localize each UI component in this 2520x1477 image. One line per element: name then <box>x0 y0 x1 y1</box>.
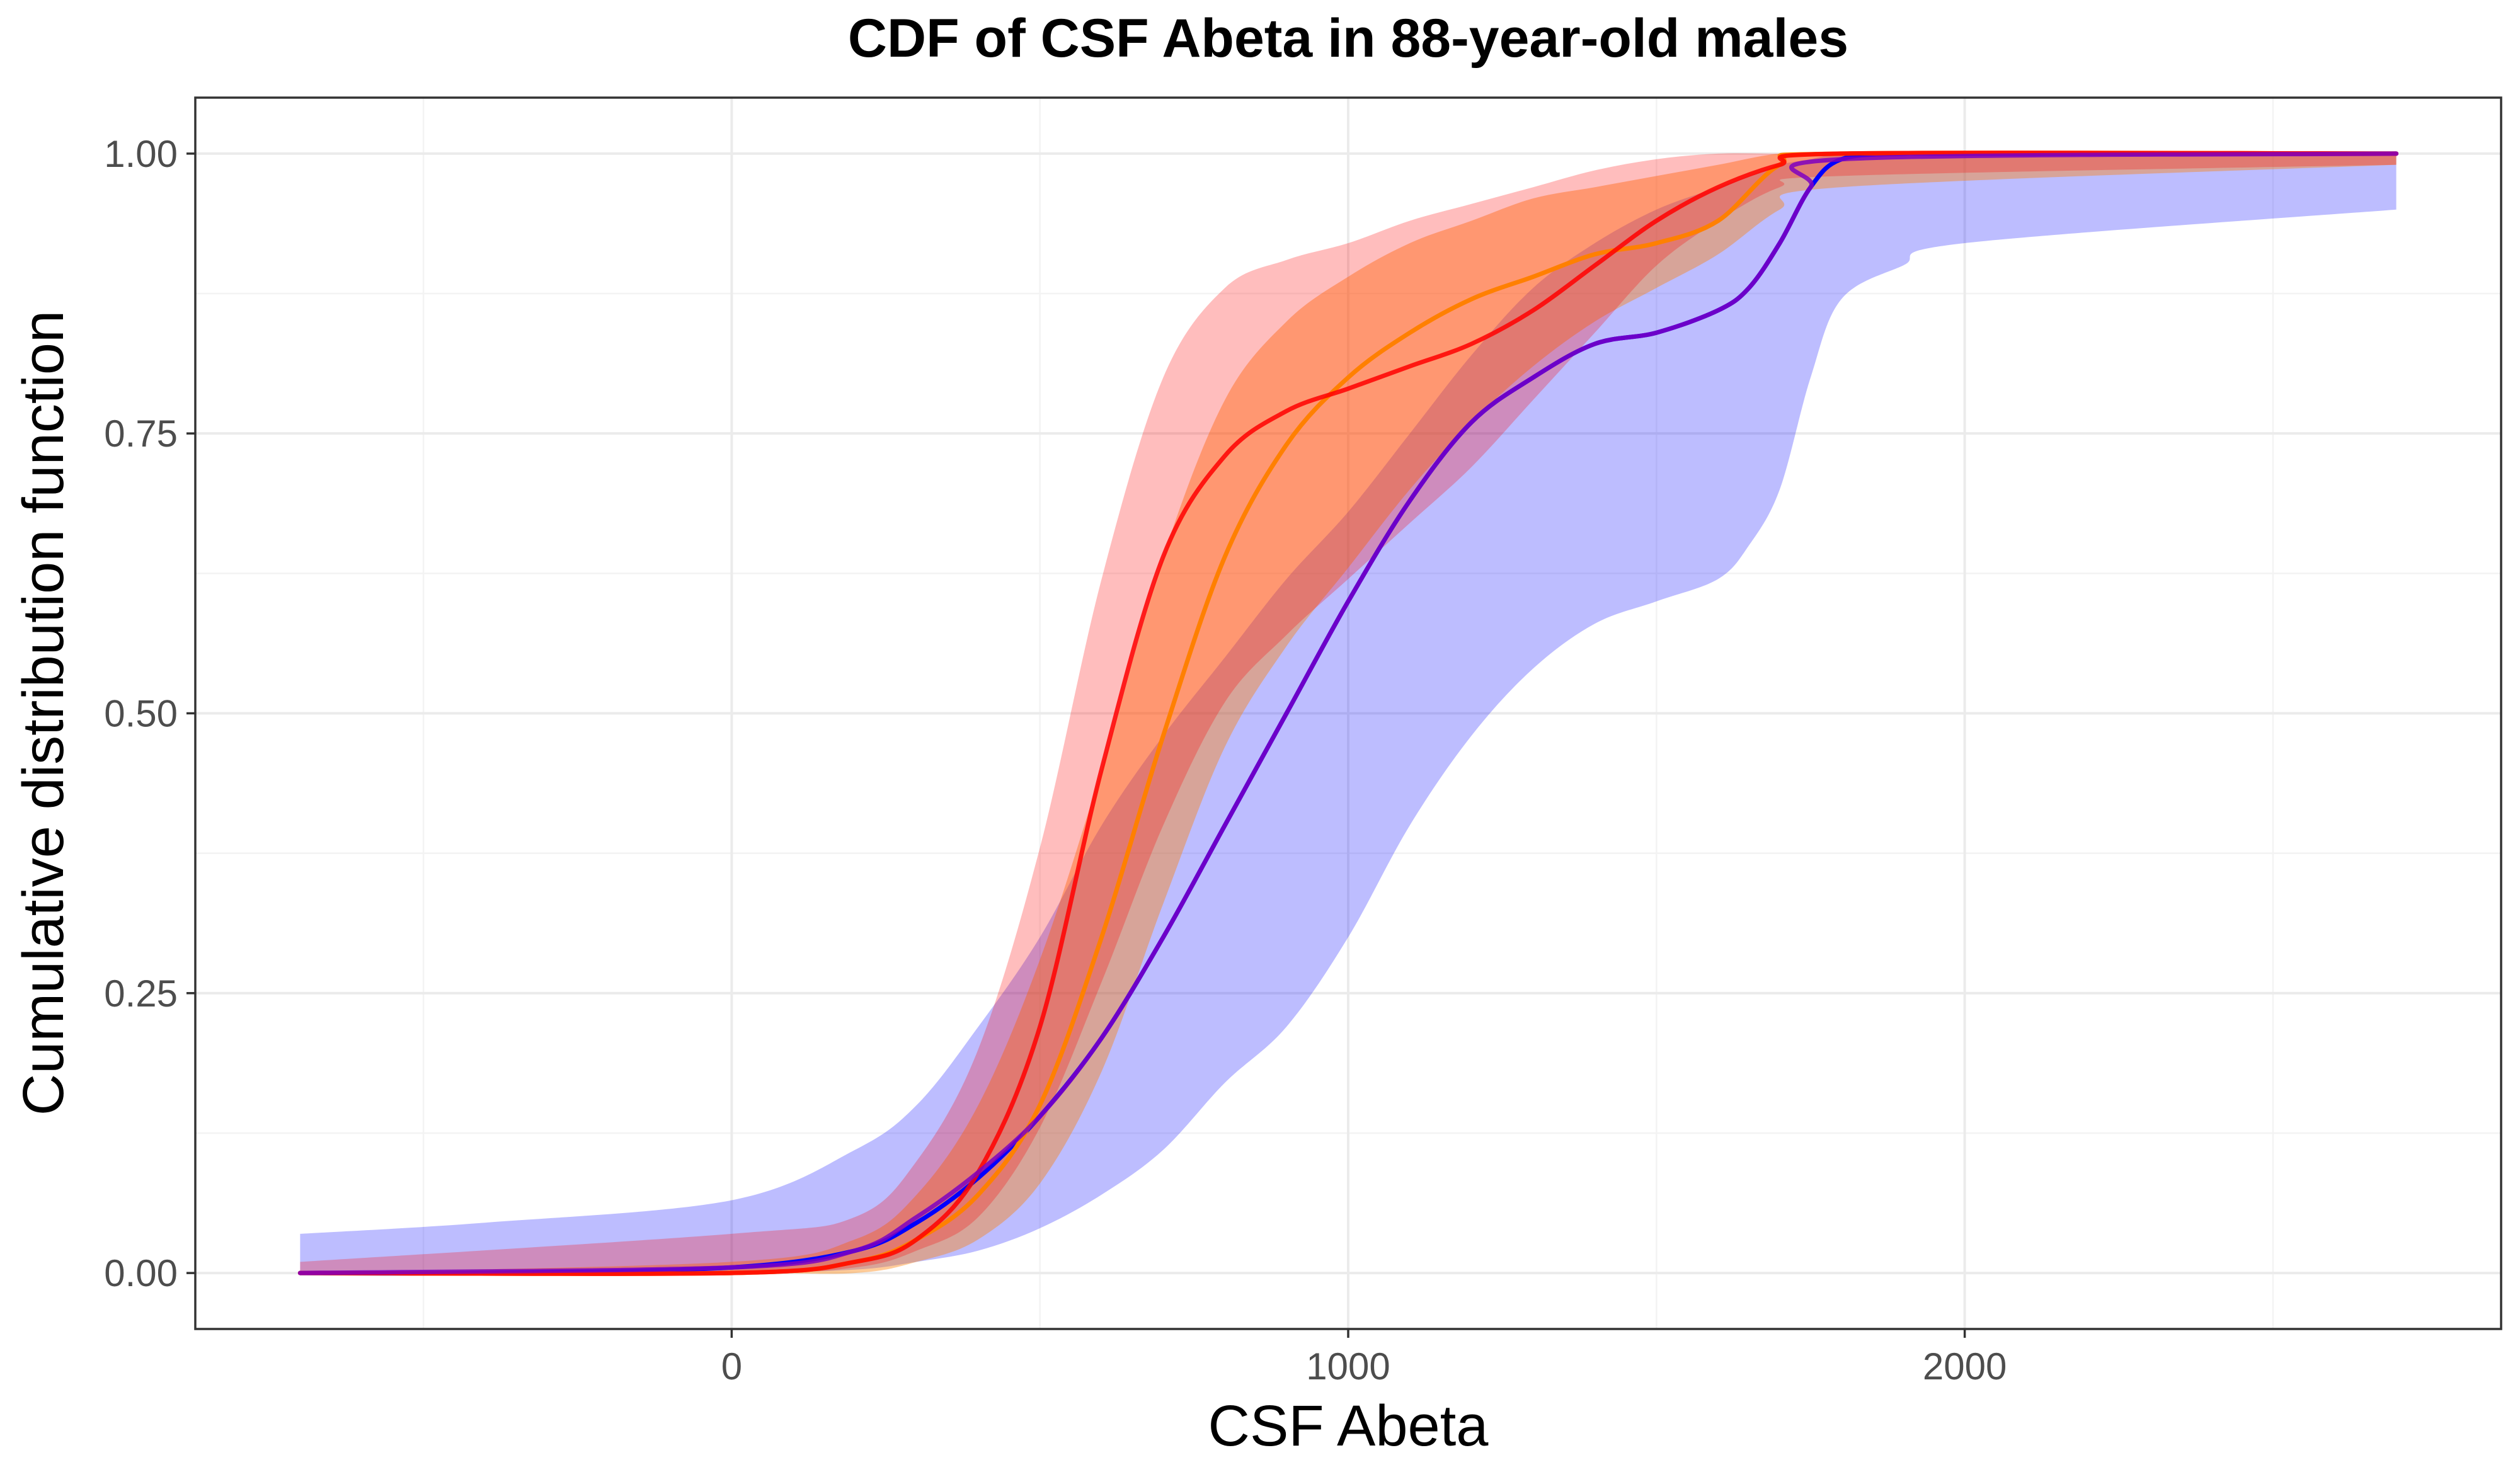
x-axis-title: CSF Abeta <box>1208 1394 1489 1458</box>
y-tick-label: 0.50 <box>104 693 178 735</box>
x-tick-label: 2000 <box>1923 1345 2007 1388</box>
y-tick-label: 0.25 <box>104 972 178 1015</box>
purple-cdf-line <box>297 151 2399 1275</box>
y-tick-label: 0.00 <box>104 1252 178 1294</box>
x-tick-label: 1000 <box>1306 1345 1390 1388</box>
y-axis-title: Cumulative distribution function <box>11 311 76 1115</box>
blue-confidence-band <box>300 153 2397 1274</box>
x-tick-label: 0 <box>721 1345 742 1388</box>
grid-lines <box>195 98 2501 1329</box>
red-cdf-line <box>297 151 2399 1276</box>
cdf-lines <box>297 151 2399 1276</box>
chart-title: CDF of CSF Abeta in 88-year-old males <box>848 8 1848 69</box>
y-tick-label: 0.75 <box>104 413 178 455</box>
y-tick-label: 1.00 <box>104 133 178 175</box>
axis-ticks: 0 1000 2000 0.00 0.25 0.50 0.75 1.00 <box>104 133 2007 1388</box>
